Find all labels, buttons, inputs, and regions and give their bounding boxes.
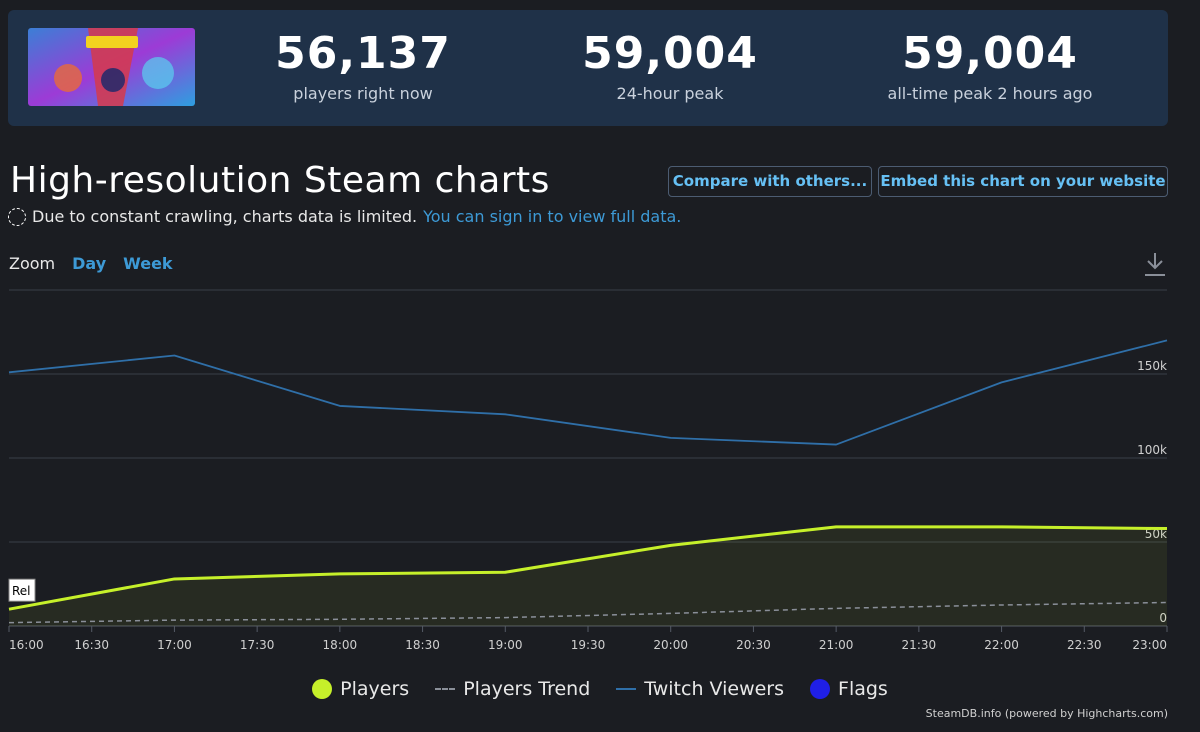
embed-button[interactable]: Embed this chart on your website <box>878 166 1168 197</box>
legend-players-label: Players <box>340 678 410 700</box>
x-tick-label: 21:00 <box>819 638 854 652</box>
chart-legend: Players Players Trend Twitch Viewers Fla… <box>0 675 1200 703</box>
series-line-twitch-viewers <box>8 339 1168 446</box>
legend-twitch[interactable]: Twitch Viewers <box>616 678 784 700</box>
x-tick-label: 17:30 <box>240 638 275 652</box>
y-tick-label: 100k <box>1137 443 1167 457</box>
compare-button[interactable]: Compare with others... <box>668 166 872 197</box>
x-tick-label: 19:30 <box>571 638 606 652</box>
legend-trend[interactable]: Players Trend <box>435 678 590 700</box>
page-title: High-resolution Steam charts <box>10 160 550 201</box>
players-area <box>9 526 1167 626</box>
x-tick-label: 23:00 <box>1132 638 1167 652</box>
download-icon[interactable] <box>1143 250 1167 278</box>
x-tick-label: 20:00 <box>653 638 688 652</box>
alltime-peak-label: all-time peak 2 hours ago <box>887 84 1093 103</box>
player-chart: 0 50k 100k 150k 16:00 16:30 17:00 17:30 18:00 18:… <box>8 289 1168 652</box>
legend-flags[interactable]: Flags <box>810 678 888 700</box>
x-tick-label: 16:00 <box>9 638 44 652</box>
sign-in-link[interactable]: You can sign in to view full data. <box>423 207 682 226</box>
x-tick-label: 17:00 <box>157 638 192 652</box>
x-tick-label: 22:30 <box>1067 638 1102 652</box>
x-tick-label: 16:30 <box>74 638 109 652</box>
y-tick-label: 50k <box>1145 527 1167 541</box>
x-tick-label: 22:00 <box>984 638 1019 652</box>
zoom-label: Zoom <box>9 254 56 273</box>
twitch-line-icon <box>616 688 637 690</box>
peak-24h-value: 59,004 <box>582 28 758 79</box>
stat-current: 56,137 players right now <box>253 28 473 103</box>
x-tick-label: 21:30 <box>902 638 937 652</box>
current-players-label: players right now <box>293 84 433 103</box>
flag-marker <box>8 578 36 602</box>
alltime-peak-value: 59,004 <box>902 28 1078 79</box>
zoom-week-button[interactable]: Week <box>123 254 173 273</box>
x-tick-label: 18:30 <box>405 638 440 652</box>
stats-panel: 56,137 players right now 59,004 24-hour … <box>8 10 1168 126</box>
y-tick-label: 0 <box>1159 611 1167 625</box>
zoom-day-button[interactable]: Day <box>72 254 107 273</box>
data-limit-notice: Due to constant crawling, charts data is… <box>8 207 681 226</box>
x-tick-label: 19:00 <box>488 638 523 652</box>
game-thumbnail[interactable] <box>28 28 195 106</box>
x-tick-label: 20:30 <box>736 638 771 652</box>
flag-label: Rel <box>12 584 31 598</box>
chart-credit: SteamDB.info (powered by Highcharts.com) <box>925 707 1168 720</box>
x-tick-label: 18:00 <box>323 638 358 652</box>
legend-trend-label: Players Trend <box>463 678 591 700</box>
flags-marker-icon <box>810 679 831 699</box>
zoom-controls: Zoom Day Week <box>9 254 173 273</box>
stat-alltime-peak: 59,004 all-time peak 2 hours ago <box>880 28 1100 103</box>
stat-24h-peak: 59,004 24-hour peak <box>560 28 780 103</box>
y-tick-label: 150k <box>1137 359 1167 373</box>
series-line-players <box>8 525 1168 611</box>
series-line-players-trend <box>8 601 1168 624</box>
notice-text: Due to constant crawling, charts data is… <box>32 207 418 226</box>
legend-flags-label: Flags <box>838 678 888 700</box>
players-marker-icon <box>312 679 333 699</box>
loading-spinner-icon <box>8 207 26 226</box>
legend-twitch-label: Twitch Viewers <box>644 678 785 700</box>
current-players-value: 56,137 <box>275 28 451 79</box>
trend-dash-icon <box>435 688 456 690</box>
legend-players[interactable]: Players <box>312 678 409 700</box>
peak-24h-label: 24-hour peak <box>616 84 724 103</box>
